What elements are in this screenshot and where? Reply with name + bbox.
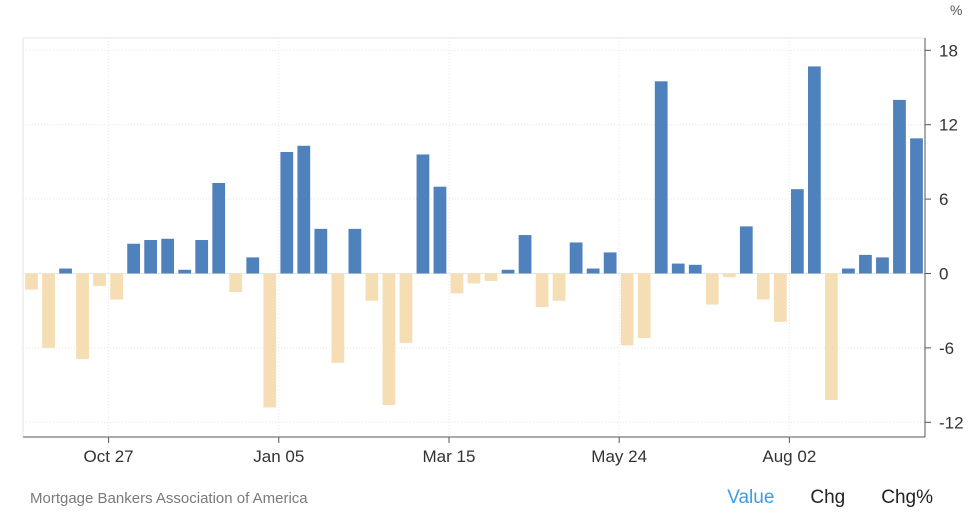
bar — [484, 273, 498, 281]
bar-chart: 18 12 6 0 -6 -12 Oct 27 Jan 05 Mar 15 May 24 Aug 0… — [22, 2, 964, 466]
bar — [705, 273, 719, 305]
y-tick-label: -12 — [939, 413, 964, 432]
bar — [76, 273, 89, 360]
x-tick-label: Mar 15 — [423, 447, 476, 466]
unit-label: % — [950, 2, 962, 18]
bar — [773, 273, 787, 322]
bar — [808, 66, 821, 274]
bar — [127, 243, 140, 274]
bar — [654, 81, 668, 274]
bar — [825, 273, 838, 400]
bar — [399, 273, 413, 343]
bar — [416, 154, 430, 274]
bar — [671, 263, 685, 274]
bar — [859, 254, 872, 274]
chart-footer: Mortgage Bankers Association of America … — [0, 478, 975, 513]
x-tick-label: May 24 — [591, 447, 647, 466]
bar — [110, 273, 123, 300]
bars — [25, 66, 923, 408]
x-tick-label: Aug 02 — [762, 447, 816, 466]
bar — [348, 228, 362, 274]
tab-chg[interactable]: Chg — [810, 487, 846, 508]
bar — [501, 269, 515, 274]
bar — [59, 268, 72, 274]
bar — [365, 273, 379, 301]
bar — [297, 145, 311, 274]
bar — [178, 269, 192, 274]
y-tick-label: 0 — [939, 265, 948, 284]
bar — [331, 273, 345, 363]
bar — [25, 273, 38, 290]
bar — [790, 189, 804, 274]
bar — [450, 273, 464, 294]
bar — [246, 257, 260, 274]
bar — [637, 273, 651, 338]
bar — [229, 273, 243, 293]
bar — [144, 240, 158, 274]
bar — [552, 273, 566, 301]
bar — [910, 138, 923, 274]
tick-labels: 18 12 6 0 -6 -12 Oct 27 Jan 05 Mar 15 May 24 Aug 0… — [84, 41, 964, 466]
bar — [603, 252, 617, 274]
bar — [382, 273, 396, 405]
bar — [433, 186, 447, 274]
y-tick-label: 12 — [939, 116, 958, 135]
source-label: Mortgage Bankers Association of America — [30, 490, 308, 507]
bar — [535, 273, 549, 307]
bar — [739, 226, 753, 274]
bar — [893, 99, 906, 274]
bar — [280, 151, 294, 274]
bar — [93, 273, 106, 286]
tab-chg-percent[interactable]: Chg% — [881, 487, 933, 508]
axes — [23, 38, 931, 443]
bar — [688, 264, 702, 274]
view-tabs: Value Chg Chg% — [691, 487, 933, 509]
bar — [263, 273, 277, 408]
bar — [876, 257, 889, 274]
y-tick-label: 6 — [939, 190, 948, 209]
bar — [620, 273, 634, 346]
bar — [569, 242, 583, 274]
bar — [212, 182, 226, 274]
tab-value[interactable]: Value — [727, 487, 775, 508]
bar — [756, 273, 770, 300]
bar — [314, 228, 328, 274]
x-tick-label: Jan 05 — [253, 447, 304, 466]
bar — [842, 268, 855, 274]
bar — [42, 273, 55, 348]
bar — [722, 273, 736, 278]
y-tick-label: 18 — [939, 41, 958, 60]
grid — [22, 37, 925, 437]
bar — [467, 273, 481, 284]
bar — [161, 238, 175, 274]
x-tick-label: Oct 27 — [84, 447, 134, 466]
y-tick-label: -6 — [939, 339, 954, 358]
bar — [586, 268, 600, 274]
bar — [195, 240, 209, 274]
bar — [518, 235, 532, 274]
